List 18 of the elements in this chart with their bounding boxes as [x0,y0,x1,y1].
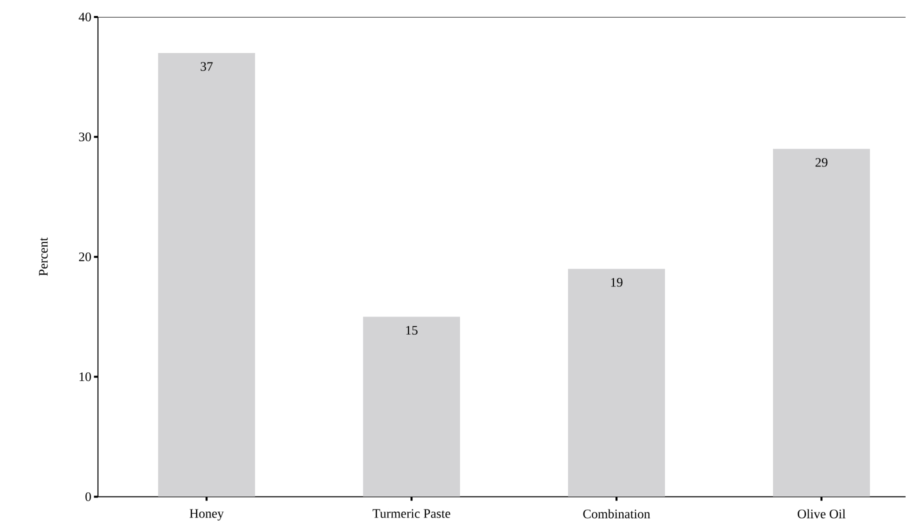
data-label: 15 [406,326,418,335]
y-tick-label: 40 [78,12,91,22]
y-axis-title: Percent [39,238,48,276]
y-tick-label: 0 [85,492,91,502]
y-tick-label: 30 [79,132,91,142]
y-tick-label: 10 [80,372,91,382]
y-tick-label: 20 [79,252,91,262]
x-tick-label: Honey [190,509,224,521]
bar [363,316,460,497]
data-label: 29 [816,158,828,167]
x-tick-label: Turmeric Paste [372,509,450,518]
data-label: 19 [611,278,622,287]
bar [568,268,665,497]
x-tick-label: Combination [583,509,650,518]
x-tick-label: Olive Oil [798,509,846,518]
bar [772,148,870,497]
bar [158,53,256,497]
data-label: 37 [200,62,213,71]
